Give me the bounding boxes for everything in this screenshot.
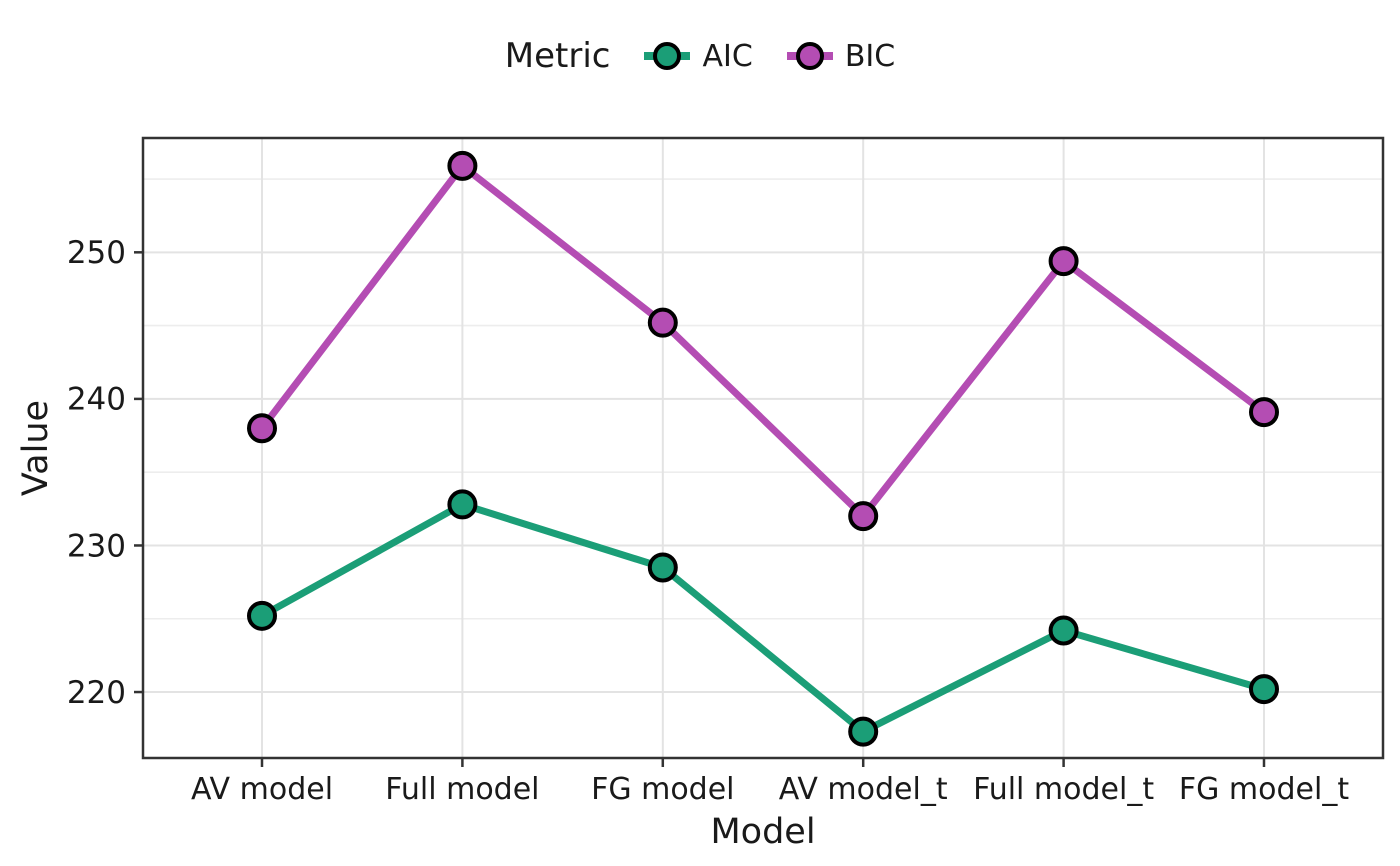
x-axis-title: Model [710,812,816,852]
x-tick-label-1: Full model [385,772,539,807]
legend-label: BIC [844,38,896,74]
plot-panel-border [141,136,1385,760]
x-tick-label-5: FG model_t [1179,772,1349,807]
point-AIC-5 [1249,674,1279,705]
point-BIC-0 [247,413,277,444]
y-tick-label-240: 240 [67,382,126,418]
legend-marker-icon [644,40,691,72]
x-tick-label-4: Full model_t [973,772,1154,807]
point-BIC-1 [447,150,478,181]
legend-items: AIC BIC [644,39,895,74]
legend-title: Metric [504,36,611,76]
line-series-AIC [258,500,1268,736]
point-BIC-2 [647,307,678,338]
point-AIC-1 [447,489,478,520]
point-BIC-5 [1249,397,1279,428]
legend-item-BIC: BIC [786,38,896,74]
legend: Metric AIC BIC [0,36,1400,76]
legend-key-dot [795,42,824,70]
point-AIC-2 [647,552,678,583]
y-tick-label-250: 250 [67,235,126,271]
legend-item-AIC: AIC [644,38,753,74]
point-AIC-3 [848,716,879,747]
x-tick-label-0: AV model [191,772,333,807]
point-BIC-4 [1048,246,1079,277]
point-AIC-4 [1048,615,1079,646]
y-tick-label-230: 230 [67,528,126,564]
point-AIC-0 [247,600,277,631]
legend-label: AIC [702,38,753,74]
y-tick-label-220: 220 [67,675,126,711]
legend-marker-icon [786,40,833,72]
x-tick-label-3: AV model_t [779,772,948,807]
y-axis-title: Value [16,399,56,497]
legend-key-dot [653,42,682,70]
line-series-BIC [258,162,1268,520]
x-tick-label-2: FG model [591,772,734,807]
point-BIC-3 [848,501,879,532]
